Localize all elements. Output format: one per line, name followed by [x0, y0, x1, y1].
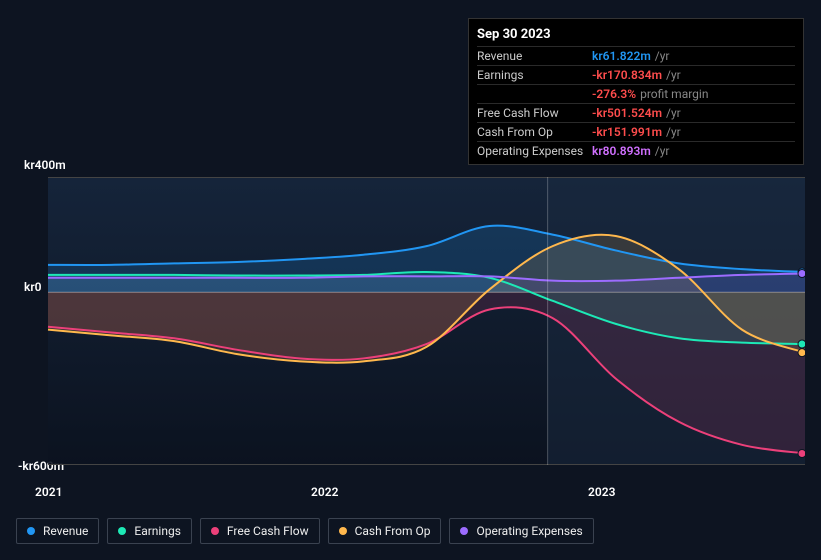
tooltip-row: Earnings-kr170.834m/yr: [477, 65, 795, 84]
tooltip-row-value: -276.3%: [592, 87, 636, 101]
tooltip-row-value: -kr170.834m: [592, 68, 662, 82]
tooltip-row-label: Earnings: [477, 68, 592, 82]
legend-label: Operating Expenses: [476, 524, 582, 538]
tooltip-row-unit: /yr: [666, 68, 681, 82]
series-endpoint-dot: [798, 449, 805, 457]
legend-dot-icon: [460, 527, 468, 535]
series-endpoint-dot: [798, 349, 805, 357]
x-tick-label: 2021: [35, 485, 62, 499]
tooltip-row-unit: profit margin: [640, 87, 708, 101]
legend-item-fcf[interactable]: Free Cash Flow: [200, 518, 320, 544]
chart-tooltip: Sep 30 2023 Revenuekr61.822m/yrEarnings-…: [468, 18, 804, 165]
tooltip-row-label: Cash From Op: [477, 125, 592, 139]
tooltip-row-label: Free Cash Flow: [477, 106, 592, 120]
x-tick-label: 2022: [311, 485, 338, 499]
chart-legend: Revenue Earnings Free Cash Flow Cash From O…: [16, 518, 594, 544]
legend-dot-icon: [27, 527, 35, 535]
tooltip-row-label: [477, 87, 592, 101]
series-endpoint-dot: [798, 269, 805, 277]
y-tick-label: kr400m: [24, 158, 66, 172]
tooltip-row: Cash From Op-kr151.991m/yr: [477, 122, 795, 141]
tooltip-row-value: kr61.822m: [592, 49, 651, 63]
tooltip-row-label: Operating Expenses: [477, 144, 592, 158]
legend-dot-icon: [339, 527, 347, 535]
legend-dot-icon: [118, 527, 126, 535]
tooltip-row: Free Cash Flow-kr501.524m/yr: [477, 103, 795, 122]
series-endpoint-dot: [798, 340, 805, 348]
legend-item-revenue[interactable]: Revenue: [16, 518, 99, 544]
tooltip-row-value: -kr151.991m: [592, 125, 662, 139]
legend-item-cash_op[interactable]: Cash From Op: [328, 518, 442, 544]
tooltip-row-unit: /yr: [655, 144, 670, 158]
tooltip-row: Operating Expenseskr80.893m/yr: [477, 141, 795, 160]
tooltip-row-label: Revenue: [477, 49, 592, 63]
tooltip-row: -276.3% profit margin: [477, 84, 795, 103]
tooltip-row-value: -kr501.524m: [592, 106, 662, 120]
chart-plot-area[interactable]: [16, 177, 805, 465]
legend-label: Revenue: [43, 524, 88, 538]
legend-label: Earnings: [134, 524, 181, 538]
tooltip-row: Revenuekr61.822m/yr: [477, 46, 795, 65]
legend-dot-icon: [211, 527, 219, 535]
tooltip-row-unit: /yr: [666, 125, 681, 139]
tooltip-row-unit: /yr: [666, 106, 681, 120]
tooltip-row-value: kr80.893m: [592, 144, 651, 158]
tooltip-title: Sep 30 2023: [477, 25, 795, 46]
legend-item-earnings[interactable]: Earnings: [107, 518, 192, 544]
legend-item-opex[interactable]: Operating Expenses: [449, 518, 593, 544]
legend-label: Free Cash Flow: [227, 524, 309, 538]
x-tick-label: 2023: [588, 485, 615, 499]
tooltip-row-unit: /yr: [655, 49, 670, 63]
legend-label: Cash From Op: [355, 524, 431, 538]
